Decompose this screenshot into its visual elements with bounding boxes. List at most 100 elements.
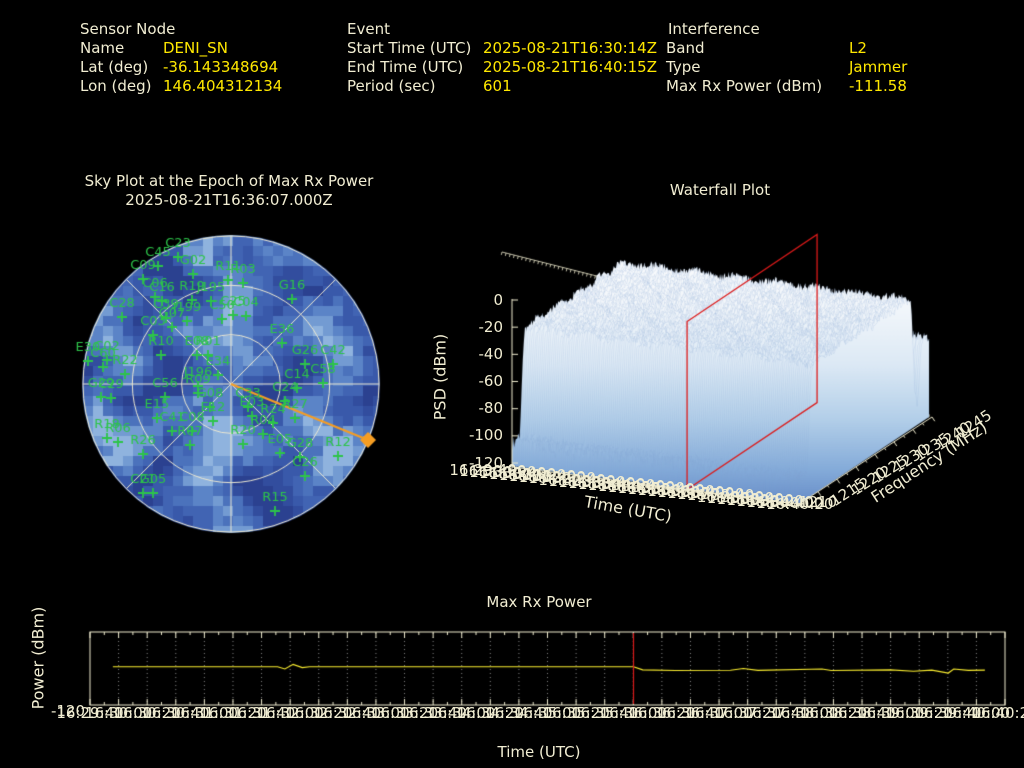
tick-label: 16:31:00 [488, 465, 557, 484]
interference-power-label: Max Rx Power (dBm) [666, 77, 823, 95]
tick-label: 16:33:40 [399, 704, 467, 722]
tick-label: 16:30:00 [459, 462, 527, 481]
interference-section-title: Interference [668, 20, 760, 38]
tick-label: 16:32:20 [528, 469, 596, 488]
tick-label: 16:36:40 [657, 483, 725, 502]
tick-label: 16:37:00 [685, 704, 753, 722]
tick-label: 16:31:20 [199, 704, 267, 722]
tick-label: 16:34:40 [485, 704, 553, 722]
tick-label: 16:38:40 [828, 704, 896, 722]
tick-label: 16:29:40 [449, 461, 517, 479]
event-period-value: 601 [483, 77, 512, 95]
tick-label: 16:38:00 [771, 704, 839, 722]
tick-label: 16:30:20 [113, 704, 181, 722]
tick-label: 16:39:00 [856, 704, 925, 722]
tick-label: 16:35:40 [571, 704, 639, 722]
tick-label: 16:32:00 [256, 704, 324, 722]
tick-label: 16:38:40 [716, 489, 784, 508]
power-time-axis-label: Time (UTC) [497, 743, 581, 761]
tick-label: 16:33:00 [342, 704, 410, 722]
waterfall-canvas [425, 195, 1015, 565]
tick-label: 16:33:40 [568, 473, 636, 492]
tick-label: 16:37:40 [742, 704, 810, 722]
tick-label: 16:31:40 [508, 467, 577, 486]
tick-label: 16:36:20 [647, 482, 715, 501]
event-start-value: 2025-08-21T16:30:14Z [483, 39, 657, 57]
tick-label: 16:34:40 [597, 476, 666, 495]
sensor-lat-label: Lat (deg) [80, 58, 149, 76]
sensor-lon-value: 146.404312134 [163, 77, 283, 95]
tick-label: 16:39:20 [736, 491, 804, 510]
tick-label: 16:34:20 [456, 704, 524, 722]
sensor-name-value: DENI_SN [163, 39, 228, 57]
sensor-lat-value: -36.143348694 [163, 58, 279, 76]
tick-label: 16:36:00 [599, 704, 667, 722]
skyplot-canvas [73, 226, 393, 546]
tick-label: 16:36:00 [637, 481, 705, 500]
waterfall-psd-tick: -120 [468, 453, 503, 472]
tick-label: 16:32:40 [313, 704, 382, 722]
tick-label: 16:40:00 [942, 704, 1011, 722]
interference-type-label: Type [666, 58, 701, 76]
tick-label: 16:37:20 [677, 485, 745, 504]
tick-label: 16:31:00 [170, 704, 239, 722]
tick-label: 16:29:40 [56, 704, 124, 722]
skyplot-epoch-subtitle: 2025-08-21T16:36:07.000Z [125, 191, 333, 209]
event-period-label: Period (sec) [347, 77, 436, 95]
tick-label: 16:31:20 [498, 466, 567, 485]
waterfall-psd-tick: -20 [478, 317, 504, 336]
event-start-label: Start Time (UTC) [347, 39, 472, 57]
tick-label: 16:36:20 [628, 704, 696, 722]
tick-label: 16:33:20 [370, 704, 439, 722]
tick-label: 16:34:00 [578, 474, 646, 493]
waterfall-psd-tick: -80 [478, 399, 504, 418]
waterfall-freq-tick-front: 1210 [798, 493, 838, 511]
tick-label: 16:35:40 [627, 480, 695, 499]
tick-label: 16:36:40 [656, 704, 725, 722]
tick-label: 16:38:00 [696, 487, 765, 506]
tick-label: 16:30:20 [469, 463, 537, 482]
interference-power-value: -111.58 [849, 77, 907, 95]
tick-label: 16:32:00 [518, 468, 586, 487]
tick-label: 16:32:20 [285, 704, 353, 722]
tick-label: 16:40:00 [756, 493, 824, 512]
tick-label: 16:35:00 [607, 477, 676, 496]
tick-label: 16:34:20 [587, 475, 656, 494]
tick-label: 16:30:40 [479, 464, 547, 483]
tick-label: 16:37:20 [713, 704, 782, 722]
tick-label: 16:35:20 [617, 479, 685, 498]
interference-type-value: Jammer [849, 58, 908, 76]
tick-label: 16:35:20 [542, 704, 610, 722]
waterfall-psd-tick: -100 [468, 426, 503, 445]
tick-label: 16:35:00 [513, 704, 582, 722]
waterfall-psd-tick: -40 [478, 344, 504, 363]
waterfall-title: Waterfall Plot [669, 181, 771, 199]
sensor-lon-label: Lon (deg) [80, 77, 152, 95]
tick-label: 16:37:00 [667, 484, 735, 503]
sensor-section-title: Sensor Node [80, 20, 176, 38]
event-end-value: 2025-08-21T16:40:15Z [483, 58, 657, 76]
tick-label: 16:32:40 [538, 470, 606, 489]
tick-label: 16:38:20 [799, 704, 868, 722]
power-plot-canvas [40, 592, 1024, 748]
tick-label: 16:33:20 [558, 472, 626, 491]
waterfall-psd-tick: 0 [493, 290, 503, 309]
power-y-tick: -120 [50, 702, 85, 720]
tick-label: 16:40:20 [971, 704, 1024, 722]
tick-label: 16:30:00 [84, 704, 153, 722]
interference-band-value: L2 [849, 39, 867, 57]
waterfall-psd-tick: -60 [478, 372, 504, 390]
event-end-label: End Time (UTC) [347, 58, 464, 76]
tick-label: 16:39:40 [914, 704, 982, 722]
tick-label: 16:39:20 [885, 704, 953, 722]
tick-label: 16:31:40 [227, 704, 296, 722]
tick-label: 16:34:00 [428, 704, 496, 722]
tick-label: 16:39:40 [746, 492, 814, 511]
tick-label: 16:38:20 [706, 488, 775, 507]
event-section-title: Event [347, 20, 390, 38]
tick-label: 16:40:20 [766, 494, 834, 513]
tick-label: 16:33:00 [548, 471, 616, 490]
tick-label: 16:30:40 [142, 704, 210, 722]
sensor-name-label: Name [80, 39, 125, 57]
